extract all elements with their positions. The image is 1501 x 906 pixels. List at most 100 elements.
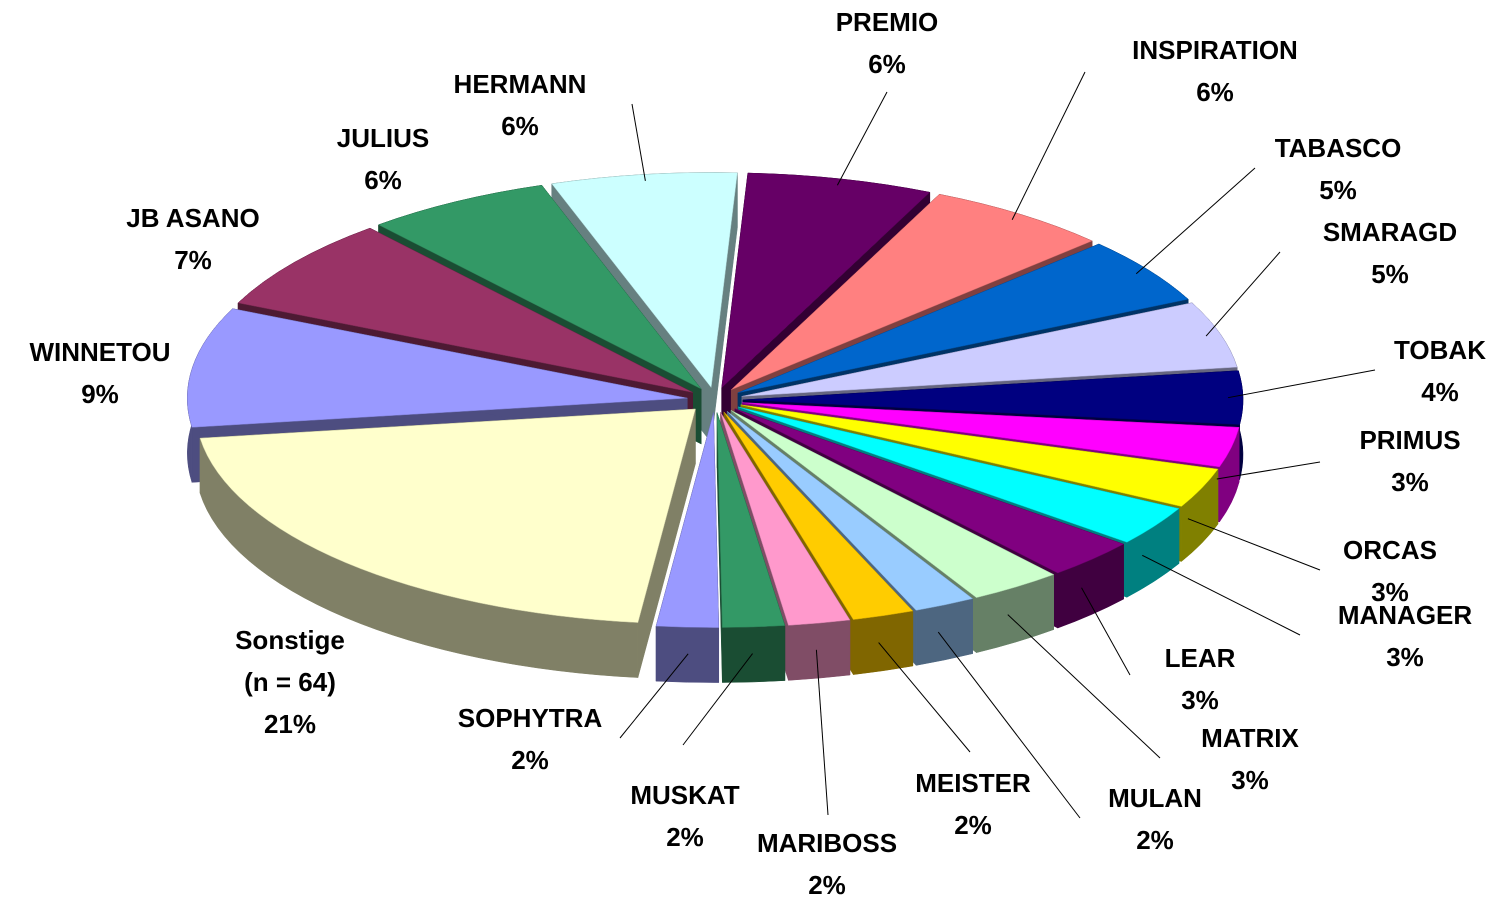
category-label: MEISTER: [915, 768, 1031, 798]
slice: [741, 302, 1238, 397]
category-label: LEAR: [1164, 643, 1236, 673]
category-label: ORCAS: [1343, 535, 1437, 565]
leader-line: [1011, 71, 1086, 220]
value-label: 6%: [1196, 77, 1234, 107]
category-label: SMARAGD: [1322, 217, 1458, 247]
value-label: 2%: [1136, 825, 1174, 855]
leader-line: [1187, 518, 1321, 571]
category-label: MARIBOSS: [756, 828, 898, 858]
slice: [720, 412, 851, 626]
value-label: 6%: [501, 111, 539, 141]
slice-label: JULIUS 6%: [337, 117, 429, 201]
slice: [738, 406, 1180, 543]
category-label: TABASCO: [1274, 133, 1402, 163]
slice: [199, 408, 696, 623]
slice: [187, 308, 688, 428]
value-label: 2%: [954, 810, 992, 840]
value-label: 7%: [174, 245, 212, 275]
slice-rim: [788, 619, 851, 681]
slice: [237, 227, 693, 393]
slice: [377, 184, 702, 390]
slice-rim: [722, 625, 786, 683]
value-label: 3%: [1231, 765, 1269, 795]
leader-line: [631, 103, 646, 181]
category-label: TOBAK: [1394, 335, 1486, 365]
slice-label: LEAR 3%: [1165, 637, 1236, 721]
slice: [730, 410, 1055, 598]
category-label: WINNETOU: [29, 337, 171, 367]
slice-group: [716, 412, 786, 683]
slice-label: TOBAK 4%: [1394, 329, 1486, 413]
slice-label: PRIMUS 3%: [1359, 419, 1460, 503]
slice-label: MEISTER 2%: [915, 762, 1031, 846]
slice: [742, 402, 1240, 468]
slice-label: INSPIRATION 6%: [1132, 29, 1298, 113]
slice-label: PREMIO 6%: [836, 1, 939, 85]
slice-label: MATRIX 3%: [1201, 717, 1299, 801]
value-label: 2%: [511, 745, 549, 775]
leader-line: [1205, 251, 1281, 337]
category-label: Sonstige (n = 64): [235, 625, 345, 697]
category-label: PRIMUS: [1359, 425, 1461, 455]
slice-label: SOPHYTRA 2%: [458, 697, 602, 781]
slice-rim: [853, 610, 914, 675]
slice-label: ORCAS 3%: [1343, 529, 1437, 613]
category-label: MATRIX: [1201, 723, 1299, 753]
leader-line: [682, 653, 753, 746]
value-label: 3%: [1181, 685, 1219, 715]
leader-line: [1142, 554, 1301, 636]
category-label: MULAN: [1108, 783, 1202, 813]
slice: [740, 404, 1219, 507]
slice-label: MUSKAT 2%: [630, 774, 739, 858]
slice-label: MARIBOSS 2%: [757, 822, 897, 906]
slice-label: JB ASANO 7%: [126, 197, 259, 281]
leader-line: [1007, 614, 1161, 759]
leader-line: [1227, 369, 1376, 399]
leader-line: [815, 649, 829, 816]
value-label: 9%: [81, 379, 119, 409]
leader-line: [1081, 587, 1131, 676]
slice-group: [199, 408, 696, 678]
value-label: 5%: [1371, 259, 1409, 289]
slice-label: WINNETOU 9%: [29, 331, 170, 415]
slice: [723, 411, 914, 620]
value-label: 3%: [1391, 467, 1429, 497]
value-label: 4%: [1421, 377, 1459, 407]
slice-label: SMARAGD 5%: [1323, 211, 1457, 295]
value-label: 21%: [263, 709, 317, 739]
value-label: 3%: [1386, 642, 1424, 672]
value-label: 6%: [868, 49, 906, 79]
slice-label: HERMANN 6%: [454, 63, 587, 147]
leader-line: [836, 91, 888, 186]
leader-line: [1135, 167, 1256, 275]
value-label: 2%: [808, 870, 846, 900]
category-label: MUSKAT: [630, 780, 740, 810]
slice-label: MANAGER 3%: [1338, 594, 1472, 678]
slice: [551, 172, 738, 389]
slice: [734, 408, 1125, 574]
category-label: HERMANN: [453, 69, 587, 99]
value-label: 6%: [364, 165, 402, 195]
category-label: MANAGER: [1337, 600, 1473, 630]
category-label: SOPHYTRA: [457, 703, 603, 733]
category-label: PREMIO: [835, 7, 939, 37]
category-label: JULIUS: [336, 123, 430, 153]
leader-line: [878, 642, 971, 753]
slice: [727, 411, 974, 611]
slice-label: MULAN 2%: [1108, 777, 1202, 861]
category-label: JB ASANO: [126, 203, 260, 233]
leader-line: [1216, 461, 1321, 480]
value-label: 5%: [1319, 175, 1357, 205]
leader-line: [619, 653, 689, 739]
slice: [655, 412, 720, 628]
slice: [731, 193, 1093, 390]
leader-line: [937, 631, 1081, 819]
slice-label: Sonstige (n = 64) 21%: [225, 619, 355, 745]
category-label: INSPIRATION: [1132, 35, 1298, 65]
value-label: 2%: [666, 822, 704, 852]
slice: [716, 412, 786, 628]
value-label: 3%: [1371, 577, 1409, 607]
slice-label: TABASCO 5%: [1275, 127, 1402, 211]
